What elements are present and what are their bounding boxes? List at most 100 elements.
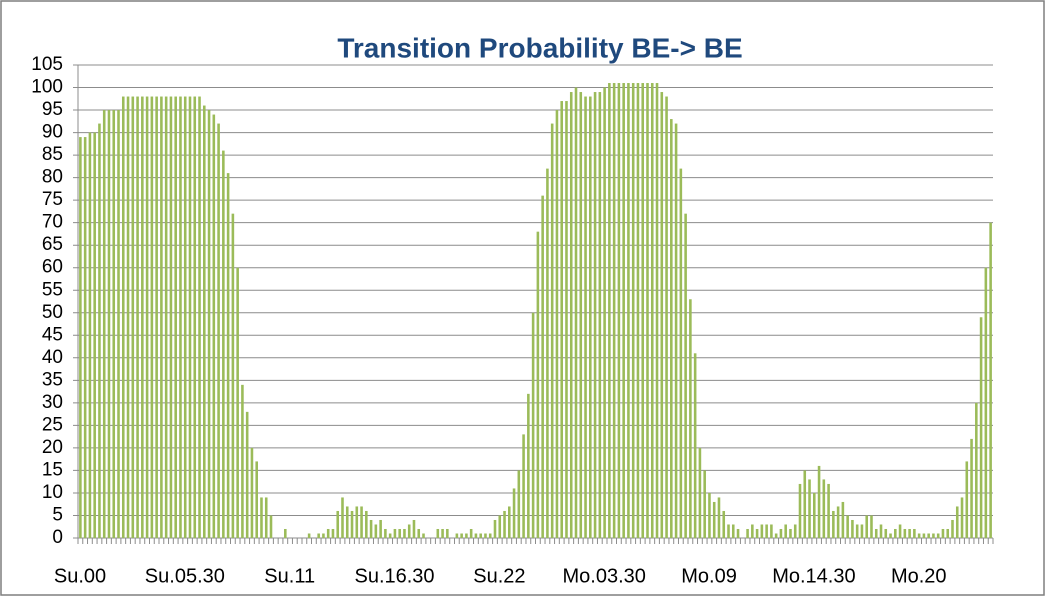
bar: [460, 533, 463, 538]
bar: [517, 470, 521, 538]
bar: [417, 528, 421, 538]
bar: [527, 393, 530, 538]
y-tick-label: 20: [42, 437, 63, 458]
bar: [617, 83, 621, 539]
bar: [336, 510, 340, 538]
bar: [488, 533, 492, 538]
bar: [951, 519, 954, 538]
bar: [913, 528, 916, 538]
bar: [98, 123, 101, 539]
bar: [846, 515, 849, 538]
bar: [126, 96, 130, 539]
bar: [917, 533, 921, 538]
y-tick-label: 35: [42, 369, 63, 390]
bar: [760, 524, 764, 538]
bar: [970, 438, 973, 538]
bar: [860, 524, 864, 538]
bar: [808, 479, 811, 538]
bar: [422, 533, 425, 538]
bar: [193, 96, 197, 539]
bar: [593, 92, 597, 539]
bar: [441, 528, 444, 538]
bar: [369, 519, 373, 538]
x-tick-label: Su.16.30: [354, 565, 434, 587]
bar: [83, 137, 87, 539]
bar: [360, 506, 363, 538]
x-tick-label: Mo.14.30: [772, 565, 855, 587]
y-tick-label: 65: [42, 234, 63, 255]
bar: [79, 137, 82, 539]
bar: [569, 92, 573, 539]
chart-title: Transition Probability BE-> BE: [337, 32, 742, 63]
bar: [608, 83, 611, 539]
bar: [317, 533, 320, 538]
bar: [164, 96, 168, 539]
bar: [979, 317, 983, 538]
bar: [636, 83, 640, 539]
bar: [560, 101, 563, 539]
bar: [388, 533, 392, 538]
bar: [908, 528, 911, 538]
bar: [870, 515, 873, 538]
x-tick-label: Su.11: [264, 565, 315, 587]
bar: [955, 506, 959, 538]
bar: [774, 533, 778, 538]
y-tick-label: 50: [42, 302, 63, 323]
bar: [698, 447, 702, 538]
bar: [655, 83, 659, 539]
bar: [884, 528, 888, 538]
bar: [403, 528, 406, 538]
bar: [565, 101, 568, 539]
bar: [641, 83, 645, 539]
bar: [412, 519, 416, 538]
bar: [851, 519, 854, 538]
y-tick-label: 30: [42, 392, 63, 413]
bar: [236, 267, 239, 538]
bar: [255, 461, 258, 538]
bar: [231, 213, 235, 538]
bar: [222, 150, 225, 539]
bar: [374, 524, 378, 538]
bar: [627, 83, 630, 539]
bar: [93, 132, 96, 539]
bar: [226, 173, 230, 538]
x-tick-label: Mo.09: [681, 565, 737, 587]
y-tick-label: 40: [42, 347, 63, 368]
bar: [260, 497, 263, 538]
y-tick-label: 100: [31, 77, 63, 98]
bar: [264, 497, 268, 538]
bar: [789, 528, 792, 538]
bar: [841, 501, 845, 538]
bar: [207, 110, 211, 539]
bar: [722, 510, 726, 538]
bar: [345, 506, 349, 538]
bar: [946, 528, 950, 538]
x-tick-label: Su.22: [473, 565, 525, 587]
y-tick-label: 15: [42, 459, 63, 480]
y-tick-label: 0: [52, 527, 63, 548]
bar: [674, 123, 678, 539]
bar: [889, 533, 892, 538]
bar: [393, 528, 397, 538]
bar: [512, 488, 516, 538]
bar: [922, 533, 926, 538]
bar: [731, 524, 735, 538]
bar: [141, 96, 144, 539]
bar: [88, 132, 92, 539]
bar: [989, 222, 992, 538]
bar: [975, 402, 978, 538]
bar: [779, 528, 783, 538]
y-tick-label: 55: [42, 279, 63, 300]
bar: [936, 533, 940, 538]
bar: [322, 533, 325, 538]
bar: [855, 524, 859, 538]
bar: [612, 83, 616, 539]
bar: [708, 492, 711, 538]
x-tick-label: Mo.20: [891, 565, 947, 587]
bar: [117, 110, 120, 539]
y-tick-label: 95: [42, 99, 63, 120]
y-tick-label: 25: [42, 414, 63, 435]
bar: [198, 96, 201, 539]
bar: [665, 96, 668, 539]
